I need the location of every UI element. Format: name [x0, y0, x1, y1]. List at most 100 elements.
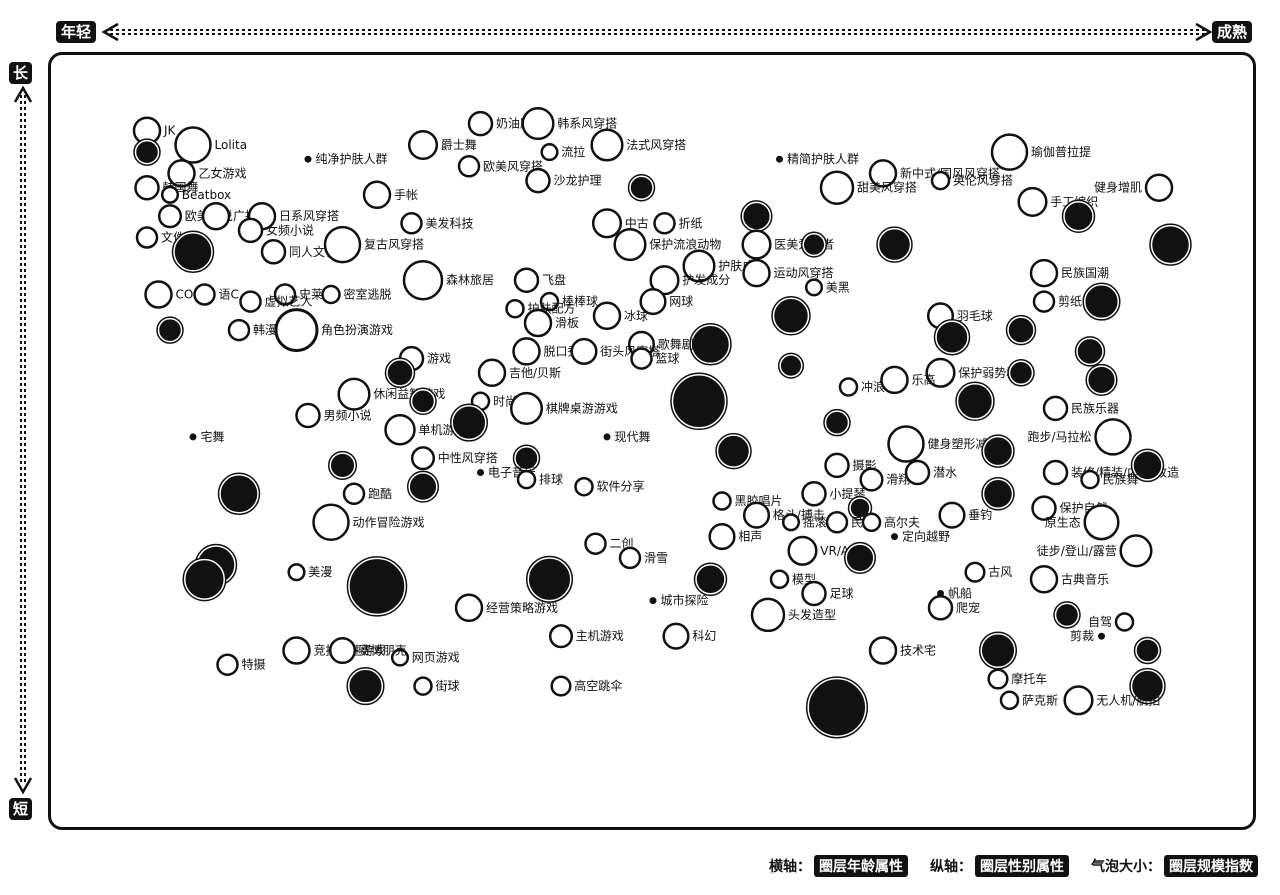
legend-x-value: 圈层年龄属性	[814, 855, 908, 877]
y-axis-start-label: 长	[9, 62, 33, 84]
bubble-摄影	[824, 452, 850, 479]
bubble-欧美风穿搭	[457, 155, 481, 178]
bubble-ring-134	[1005, 314, 1037, 346]
bubble-ring-11	[171, 230, 215, 274]
bubble-剪纸	[1032, 290, 1056, 313]
bubble-ring-70	[217, 472, 261, 516]
bubble-虚拟艺人	[239, 290, 262, 313]
bubble-label: 高空跳伞	[574, 678, 622, 693]
bubble-跑步/马拉松	[1094, 418, 1132, 456]
bubble-label: 街球	[436, 679, 460, 693]
bubble-label: JK	[163, 124, 177, 138]
bubble-label: 森林旅居	[446, 272, 494, 287]
bubble-dark-136	[1076, 337, 1104, 366]
bubble-ring-45	[689, 323, 732, 366]
bubble-label: 棒棒球	[562, 295, 598, 309]
bubble-label: 美黑	[826, 280, 850, 294]
bubble-dark-139	[1008, 360, 1034, 386]
bubble-dark-144	[982, 435, 1014, 467]
bubble-label: 高尔夫	[884, 514, 920, 529]
bubble-label: 飞盘	[542, 272, 566, 287]
bubble-运动风穿搭	[742, 258, 771, 288]
bubble-中古	[591, 208, 623, 239]
bubble-自驾	[1114, 612, 1135, 632]
bubble-角色扮演游戏	[274, 308, 319, 353]
bubble-ring-58	[670, 372, 728, 431]
bubble-高空跳伞	[550, 675, 572, 697]
bubble-label: 剪纸	[1058, 294, 1082, 309]
bubble-宅舞	[189, 433, 197, 441]
legend-y-axis: 纵轴： 圈层性别属性	[930, 855, 1069, 877]
bubble-滑雪	[618, 546, 642, 570]
bubble-文件	[135, 226, 159, 249]
bubble-label: 角色扮演游戏	[321, 322, 393, 337]
y-axis-end-label: 短	[9, 798, 33, 820]
bubble-ring-144	[981, 434, 1015, 468]
bubble-排球	[516, 469, 537, 490]
bubble-label: 瑜伽普拉提	[1031, 144, 1091, 159]
bubble-复古风穿搭	[323, 225, 362, 264]
bubble-ring-104	[715, 432, 752, 470]
bubble-VR/AR	[787, 535, 818, 566]
bubble-城市探险	[649, 597, 657, 605]
bubble-ring-149	[981, 477, 1015, 511]
bubble-label: 脱口秀	[544, 343, 580, 358]
bubble-label: 原生态	[1045, 515, 1081, 529]
bubble-dark-58	[671, 374, 727, 429]
bubble-label: 英伦风穿搭	[953, 173, 1013, 188]
bubble-ring-136	[1074, 336, 1106, 367]
bubble-韩漫	[227, 318, 251, 342]
bubble-飞盘	[513, 267, 540, 293]
legend-x-axis: 横轴： 圈层年龄属性	[769, 855, 908, 877]
bubble-label: 冰球	[624, 309, 648, 323]
bubble-dark-146	[1132, 450, 1163, 481]
bubble-dark-69	[408, 472, 438, 502]
bubble-古风	[964, 561, 986, 583]
bubble-dark-140	[1086, 365, 1117, 395]
bubble-滑翔	[859, 467, 884, 492]
bubble-足球	[801, 580, 827, 607]
legend-x-key: 横轴：	[769, 859, 811, 875]
bubble-民族乐器	[1042, 395, 1069, 422]
bubble-label: 科幻	[692, 629, 716, 643]
bubble-ring-77	[346, 556, 408, 617]
bubble-ring-61	[449, 403, 489, 442]
bubble-美发科技	[400, 212, 423, 235]
bubble-ring-110	[847, 495, 873, 521]
bubble-label: 网球	[669, 295, 693, 309]
bubble-ring-135	[933, 318, 971, 356]
bubble-原生态	[1083, 504, 1120, 541]
bubble-label: 宅舞	[201, 429, 225, 444]
bubble-label: 韩系风穿搭	[557, 116, 617, 131]
bubble-英伦风穿搭	[930, 170, 951, 191]
bubble-手帐	[362, 180, 392, 210]
bubble-女频小说	[237, 217, 264, 244]
bubble-label: Beatbox	[182, 188, 231, 202]
bubble-沙龙护理	[525, 167, 551, 194]
bubble-装修/精装/内饰/改造	[1042, 459, 1069, 486]
bubble-dark-154	[183, 558, 226, 600]
legend-size: 气泡大小： 圈层规模指数	[1091, 855, 1258, 877]
bubble-dark-134	[1007, 316, 1035, 344]
bubble-label: 跑步/马拉松	[1027, 429, 1091, 444]
bubble-网页游戏	[390, 648, 410, 667]
bubble-中性风穿搭	[410, 446, 436, 471]
x-axis-end-label: 成熟	[1212, 21, 1253, 43]
bubble-label: 排球	[539, 473, 563, 487]
bubble-dark-100	[772, 297, 810, 335]
bubble-label: 日系风穿搭	[279, 208, 339, 223]
bubble-label: 滑板	[555, 316, 579, 330]
bubble-垂钓	[938, 501, 966, 529]
bubble-折纸	[653, 212, 676, 235]
bubble-label: 健身增肌	[1094, 180, 1142, 195]
bubble-dark-78	[527, 557, 572, 602]
bubble-dark-103	[824, 410, 850, 435]
bubble-label: 古风	[988, 564, 1012, 579]
bubble-label: 韩漫	[253, 322, 277, 337]
bubble-欧美小说	[157, 204, 183, 229]
bubble-精简护肤人群	[776, 155, 783, 163]
bubble-ring-19	[156, 316, 184, 344]
bubble-脱口秀	[512, 337, 541, 366]
bubble-label: 纯净护肤人群	[316, 151, 388, 166]
